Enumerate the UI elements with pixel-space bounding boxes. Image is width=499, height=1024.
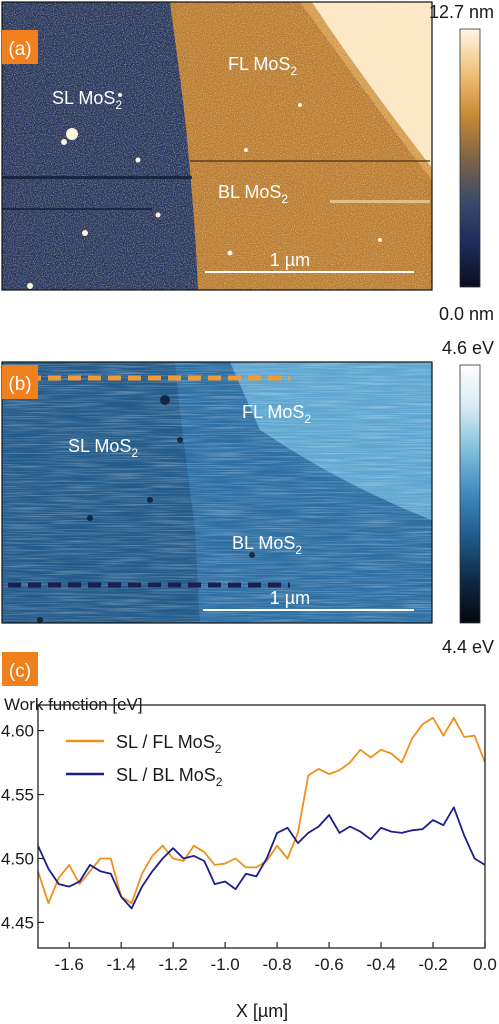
series-line-sl-bl — [38, 806, 485, 910]
panel-c-tag-box — [2, 652, 38, 686]
panel-a: (a) SL MoS2 FL MoS2 BL MoS2 1 µm 12.7 nm… — [1, 1, 494, 324]
panel-b-tag-box — [2, 365, 38, 399]
y-tick-label: 4.60 — [1, 722, 34, 741]
x-axis-label: X [µm] — [236, 1001, 288, 1021]
kpfm-label-sl: SL MoS2 — [68, 436, 138, 460]
y-tick-label: 4.45 — [1, 913, 34, 932]
afm-colorbar-max: 12.7 nm — [429, 2, 494, 22]
x-tick-label: -1.4 — [107, 955, 136, 974]
legend-label-fl: SL / FL MoS2 — [116, 732, 222, 756]
afm-label-sl: SL MoS2 — [52, 88, 122, 112]
afm-scan-streaks — [2, 160, 430, 210]
panel-a-tag-box — [2, 30, 38, 64]
kpfm-colorbar-min: 4.4 eV — [442, 637, 494, 657]
panel-c: (c) Work function [eV] X [µm] -1.6 -1.4 -1… — [1, 652, 497, 1021]
kpfm-texture — [2, 362, 432, 623]
afm-image-frame — [1, 1, 433, 291]
y-tick-label: 4.50 — [1, 849, 34, 868]
legend: SL / FL MoS2 SL / BL MoS2 — [66, 732, 223, 789]
kpfm-colorbar — [459, 364, 481, 624]
kpfm-colorbar-max: 4.6 eV — [442, 338, 494, 358]
afm-label-fl: FL MoS2 — [228, 54, 297, 78]
chart-axes: -1.6 -1.4 -1.2 -1.0 -0.8 -0.6 -0.4 -0.2 0.0 4.45 4… — [1, 722, 497, 974]
kpfm-label-bl: BL MoS2 — [232, 533, 302, 557]
panel-c-tag: (c) — [9, 661, 31, 682]
x-tick-label: -0.6 — [314, 955, 343, 974]
kpfm-scalebar-label: 1 µm — [270, 588, 310, 608]
chart-series-layer — [38, 716, 485, 910]
y-tick-label: 4.55 — [1, 786, 34, 805]
kpfm-image-frame — [1, 361, 433, 624]
x-tick-label: -1.0 — [210, 955, 239, 974]
panel-b-tag: (b) — [8, 374, 31, 395]
afm-label-bl: BL MoS2 — [218, 182, 288, 206]
afm-texture — [2, 2, 432, 290]
kpfm-label-fl: FL MoS2 — [242, 402, 311, 426]
afm-scalebar-label: 1 µm — [270, 250, 310, 270]
series-line-sl-fl — [38, 716, 485, 905]
afm-colorbar — [459, 28, 481, 288]
afm-colorbar-min: 0.0 nm — [439, 304, 494, 324]
x-tick-label: -0.2 — [418, 955, 447, 974]
panel-a-tag: (a) — [8, 39, 31, 60]
legend-label-bl: SL / BL MoS2 — [116, 765, 223, 789]
x-tick-label: 0.0 — [473, 955, 497, 974]
plot-frame — [37, 704, 486, 949]
panel-b: (b) SL MoS2 FL MoS2 BL MoS2 1 µm 4.6 eV … — [1, 338, 494, 657]
kpfm-dark-spots — [37, 395, 255, 623]
x-tick-label: -1.6 — [55, 955, 84, 974]
x-tick-label: -1.2 — [158, 955, 187, 974]
x-tick-label: -0.4 — [366, 955, 395, 974]
x-tick-label: -0.8 — [262, 955, 291, 974]
